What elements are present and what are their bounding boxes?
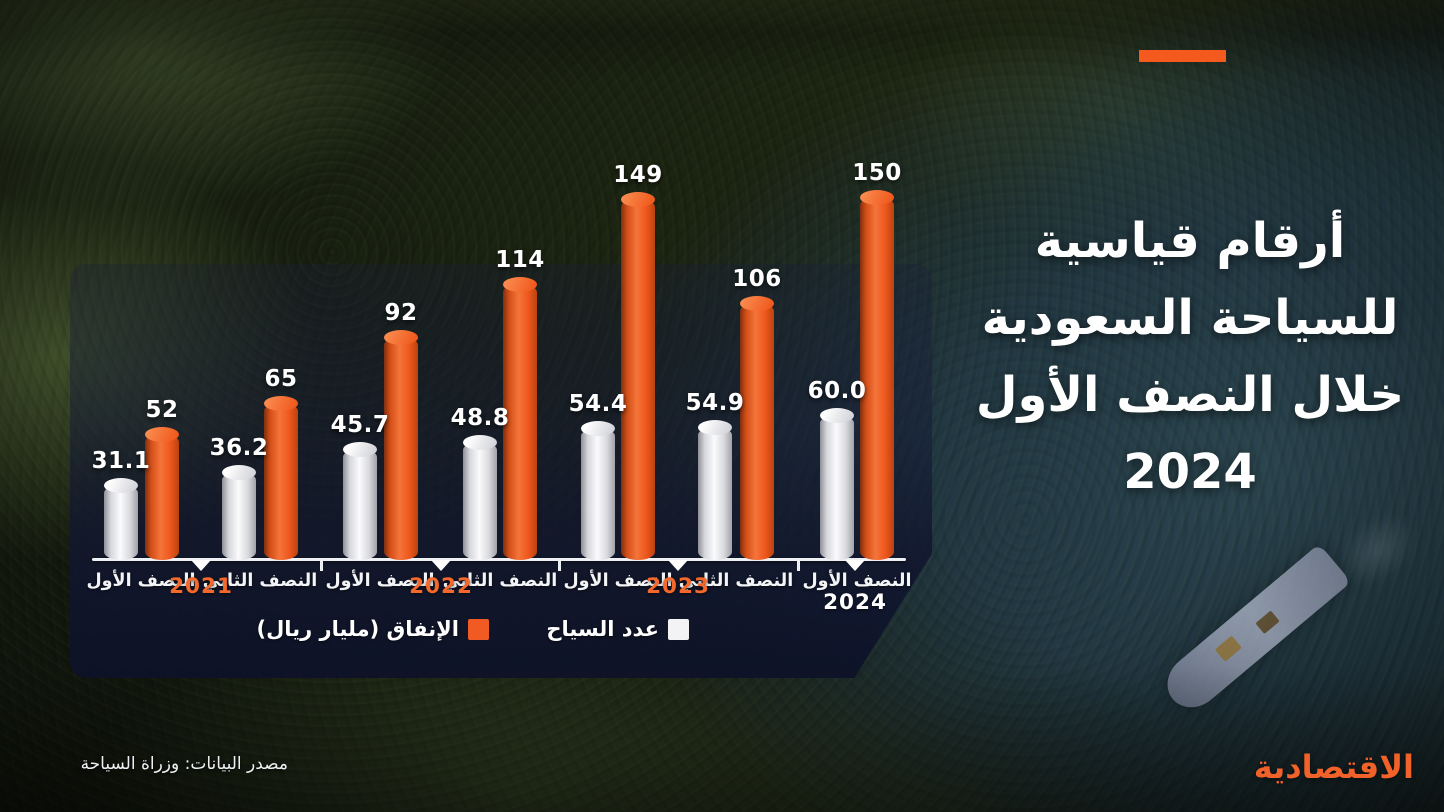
headline-line-1: أرقام قياسية bbox=[1034, 213, 1346, 269]
spending-bar bbox=[503, 277, 537, 560]
spending-bar bbox=[621, 192, 655, 560]
tourists-value-label: 36.2 bbox=[209, 435, 269, 461]
axis-year-tick bbox=[319, 558, 323, 571]
tourists-value-label: 45.7 bbox=[330, 412, 390, 438]
year-marker-triangle bbox=[668, 560, 688, 571]
spending-value-label: 52 bbox=[145, 397, 179, 423]
legend-item-spending: الإنفاق (مليار ريال) bbox=[239, 617, 489, 641]
bar-top-cap bbox=[740, 296, 774, 311]
bar-top-cap bbox=[698, 420, 732, 435]
axis-category-label: النصف الأول bbox=[802, 571, 912, 591]
source-note: مصدر البيانات: وزراة السياحة bbox=[80, 754, 288, 774]
spending-bar bbox=[384, 330, 418, 560]
axis-category-label: النصف الأول bbox=[325, 571, 435, 591]
tourists-value-label: 54.9 bbox=[685, 390, 745, 416]
tourists-bar bbox=[581, 421, 615, 560]
axis-year-label: 2022 bbox=[409, 574, 473, 599]
tourists-value-label: 54.4 bbox=[568, 391, 628, 417]
brand-logo: الاقتصادية bbox=[1253, 748, 1415, 786]
tourists-value-label: 31.1 bbox=[91, 448, 151, 474]
bar-top-cap bbox=[343, 442, 377, 457]
bar-top-cap bbox=[860, 190, 894, 205]
tourists-bar bbox=[222, 465, 256, 560]
accent-dash bbox=[1139, 50, 1226, 62]
headline: أرقام قياسية للسياحة السعودية خلال النصف… bbox=[950, 203, 1430, 511]
axis-category-label: النصف الثاني bbox=[202, 571, 318, 591]
axis-category-label: النصف الأول bbox=[563, 571, 673, 591]
axis-year-label: 2024 bbox=[823, 590, 887, 615]
bar-top-cap bbox=[581, 421, 615, 436]
year-marker-triangle bbox=[431, 560, 451, 571]
bar-top-cap bbox=[503, 277, 537, 292]
year-marker-triangle bbox=[845, 560, 865, 571]
headline-line-2: للسياحة السعودية bbox=[981, 290, 1399, 346]
legend-label-tourists: عدد السياح bbox=[546, 617, 659, 641]
spending-bar bbox=[145, 427, 179, 560]
spending-value-label: 92 bbox=[384, 300, 418, 326]
x-axis bbox=[92, 558, 906, 561]
chart-panel bbox=[70, 264, 932, 678]
axis-year-tick bbox=[557, 558, 561, 571]
year-marker-triangle bbox=[191, 560, 211, 571]
spending-value-label: 106 bbox=[732, 266, 782, 292]
bar-top-cap bbox=[222, 465, 256, 480]
tourists-value-label: 48.8 bbox=[450, 405, 510, 431]
spending-value-label: 150 bbox=[852, 160, 902, 186]
spending-value-label: 114 bbox=[495, 247, 545, 273]
tourists-bar bbox=[698, 420, 732, 560]
axis-category-label: النصف الثاني bbox=[442, 571, 558, 591]
spending-value-label: 149 bbox=[613, 162, 663, 188]
axis-year-tick bbox=[796, 558, 800, 571]
bar-top-cap bbox=[104, 478, 138, 493]
spending-bar bbox=[860, 190, 894, 560]
bar-top-cap bbox=[145, 427, 179, 442]
legend-swatch-tourists bbox=[668, 618, 689, 640]
bar-top-cap bbox=[264, 396, 298, 411]
tourists-bar bbox=[820, 408, 854, 560]
axis-year-label: 2023 bbox=[646, 574, 710, 599]
tourists-bar bbox=[463, 435, 497, 560]
axis-year-label: 2021 bbox=[169, 574, 233, 599]
spending-bar bbox=[740, 296, 774, 560]
spending-value-label: 65 bbox=[264, 366, 298, 392]
bar-top-cap bbox=[820, 408, 854, 423]
headline-line-3: خلال النصف الأول bbox=[975, 367, 1405, 423]
axis-category-label: النصف الثاني bbox=[678, 571, 794, 591]
legend-item-tourists: عدد السياح bbox=[534, 617, 689, 641]
headline-line-4: 2024 bbox=[1123, 444, 1257, 500]
bar-top-cap bbox=[384, 330, 418, 345]
bar-top-cap bbox=[463, 435, 497, 450]
legend-label-spending: الإنفاق (مليار ريال) bbox=[256, 617, 459, 641]
tourists-bar bbox=[343, 442, 377, 560]
tourists-bar bbox=[104, 478, 138, 560]
bar-top-cap bbox=[621, 192, 655, 207]
axis-category-label: النصف الأول bbox=[86, 571, 196, 591]
tourists-value-label: 60.0 bbox=[807, 378, 867, 404]
spending-bar bbox=[264, 396, 298, 560]
legend-swatch-spending bbox=[468, 618, 489, 640]
